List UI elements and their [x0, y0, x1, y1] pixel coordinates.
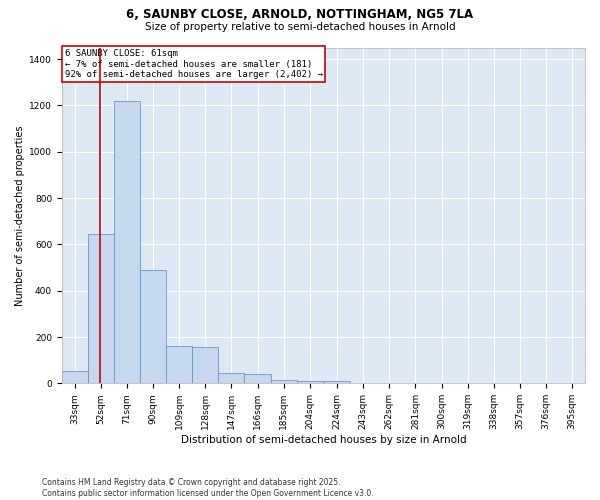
Bar [271, 380, 296, 384]
Bar [296, 380, 323, 384]
Bar [193, 348, 218, 384]
Bar [244, 374, 271, 384]
Text: Size of property relative to semi-detached houses in Arnold: Size of property relative to semi-detach… [145, 22, 455, 32]
Bar [218, 373, 244, 384]
Text: 6, SAUNBY CLOSE, ARNOLD, NOTTINGHAM, NG5 7LA: 6, SAUNBY CLOSE, ARNOLD, NOTTINGHAM, NG5… [127, 8, 473, 20]
Text: Contains HM Land Registry data © Crown copyright and database right 2025.
Contai: Contains HM Land Registry data © Crown c… [42, 478, 374, 498]
X-axis label: Distribution of semi-detached houses by size in Arnold: Distribution of semi-detached houses by … [181, 435, 466, 445]
Bar [62, 370, 88, 384]
Y-axis label: Number of semi-detached properties: Number of semi-detached properties [15, 125, 25, 306]
Bar [166, 346, 193, 384]
Bar [324, 381, 350, 384]
Bar [88, 234, 114, 384]
Text: 6 SAUNBY CLOSE: 61sqm
← 7% of semi-detached houses are smaller (181)
92% of semi: 6 SAUNBY CLOSE: 61sqm ← 7% of semi-detac… [65, 49, 323, 79]
Bar [140, 270, 166, 384]
Bar [114, 101, 140, 384]
